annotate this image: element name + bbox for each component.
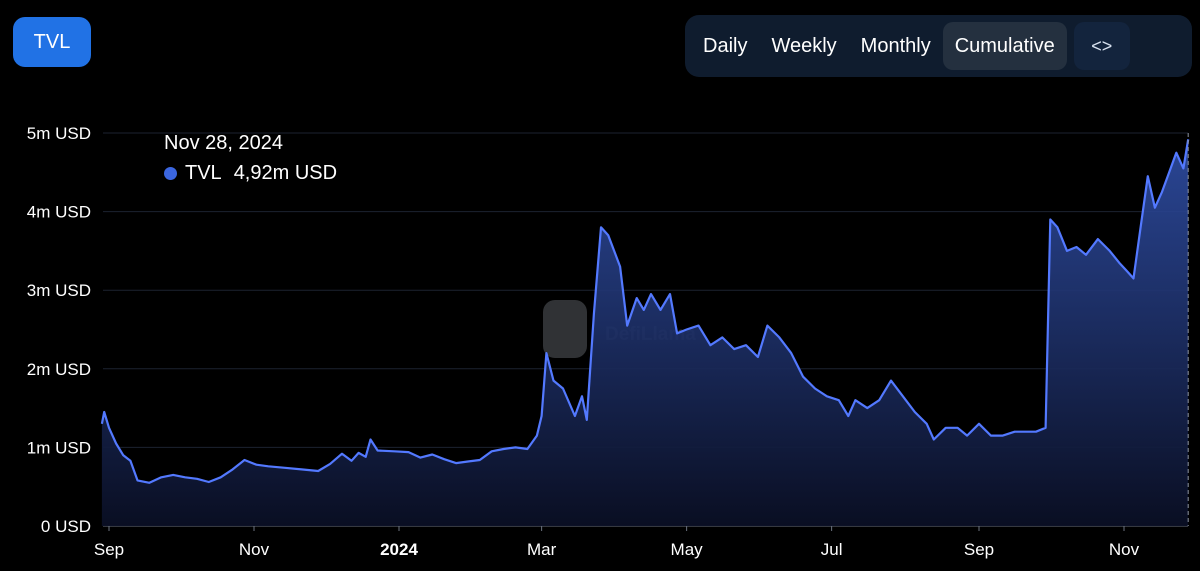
y-tick-label: 5m USD: [27, 124, 91, 143]
y-axis: 0 USD 1m USD 2m USD 3m USD 4m USD 5m USD: [27, 124, 91, 536]
x-axis: Sep Nov 2024 Mar May Jul Sep Nov: [94, 526, 1140, 559]
x-tick-label: Sep: [94, 540, 124, 559]
tooltip-value-row: TVL 4,92m USD: [164, 158, 337, 188]
y-tick-label: 3m USD: [27, 281, 91, 300]
toggle-monthly[interactable]: Monthly: [860, 34, 931, 57]
tvl-series-line: [100, 139, 1190, 484]
tooltip-value: 4,92m USD: [233, 162, 338, 184]
code-brackets-icon: <>: [1091, 35, 1113, 56]
y-tick-label: 4m USD: [27, 203, 91, 222]
x-tick-label: Nov: [239, 540, 270, 559]
tvl-metric-button[interactable]: TVL: [13, 17, 91, 67]
series-dot-icon: [164, 166, 177, 180]
timeframe-toggle-group: Daily Weekly Monthly Cumulative <>: [685, 15, 1192, 77]
tvl-area-fill: [101, 139, 1189, 527]
x-tick-label: Sep: [964, 540, 994, 559]
toggle-cumulative[interactable]: Cumulative: [942, 22, 1067, 70]
y-tick-label: 1m USD: [27, 438, 91, 457]
chart-tooltip: Nov 28, 2024 TVL 4,92m USD: [164, 128, 337, 188]
embed-button[interactable]: <>: [1073, 22, 1130, 70]
x-tick-label: Mar: [527, 540, 557, 559]
x-tick-label: May: [671, 540, 704, 559]
watermark-logo-icon: [543, 300, 587, 358]
x-tick-label: Jul: [821, 540, 843, 559]
y-tick-label: 2m USD: [27, 360, 91, 379]
tooltip-series-name: TVL: [185, 162, 222, 184]
y-tick-label: 0 USD: [41, 517, 91, 536]
x-tick-label: Nov: [1109, 540, 1140, 559]
toggle-daily[interactable]: Daily: [703, 34, 748, 57]
x-tick-label: 2024: [380, 540, 418, 559]
toggle-weekly[interactable]: Weekly: [771, 34, 837, 57]
tooltip-date: Nov 28, 2024: [164, 132, 283, 154]
